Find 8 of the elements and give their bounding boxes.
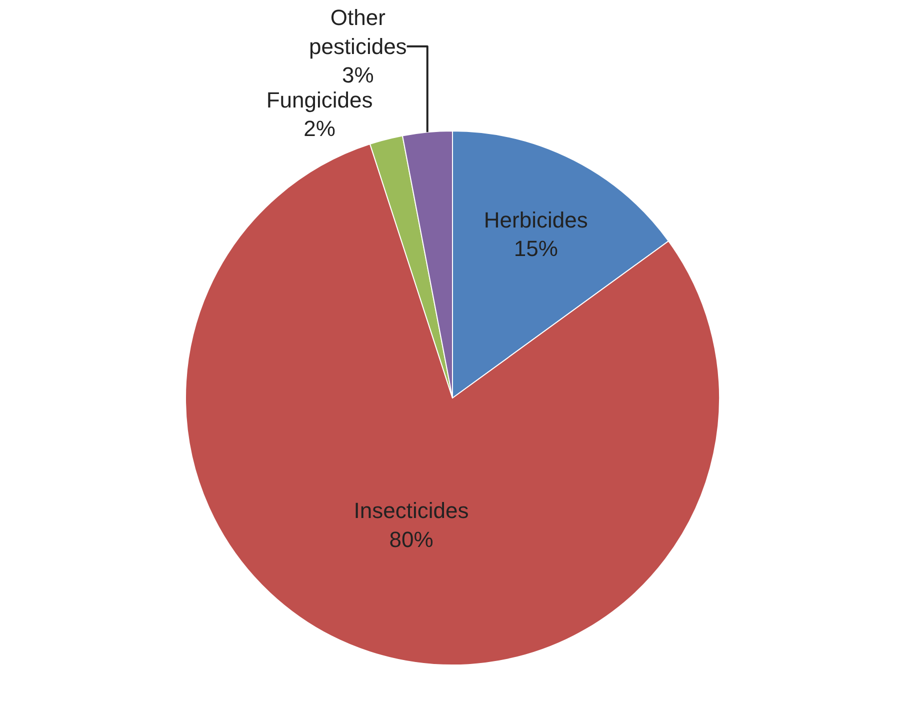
slice-label: Other pesticides (308, 5, 407, 59)
data-label: 2% (304, 116, 336, 142)
data-label: 3% (342, 62, 374, 88)
slice-label: Fungicides (266, 87, 373, 112)
slice-label: Herbicides (484, 208, 588, 233)
data-label: 80% (389, 526, 434, 552)
data-label: 15% (514, 236, 558, 262)
slice-label: Insecticides (354, 498, 469, 524)
